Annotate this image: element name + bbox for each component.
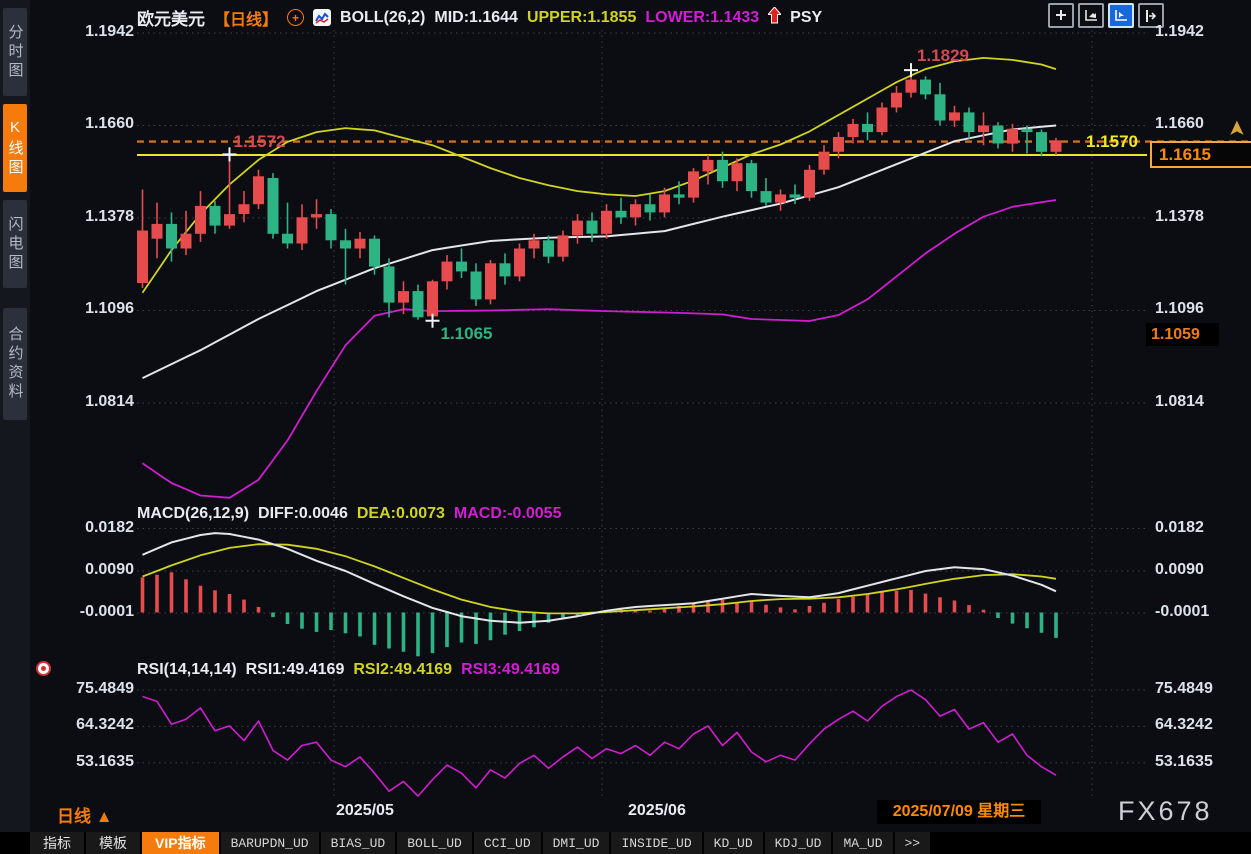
rsi1-value: RSI1:49.4169 (245, 661, 345, 678)
move-crosshair-icon[interactable] (1048, 3, 1074, 28)
indicator-tab-inside-ud[interactable]: INSIDE_UD (611, 832, 704, 854)
indicator-tab-kdj-ud[interactable]: KDJ_UD (764, 832, 834, 854)
price-axis-tick-left: 1.1096 (85, 300, 134, 317)
indicator-tab--[interactable]: 模板 (86, 832, 142, 854)
red-up-arrow-icon (767, 5, 783, 29)
indicator-tab-vip-[interactable]: VIP指标 (142, 832, 221, 854)
macd-dea-value: DEA:0.0073 (356, 505, 445, 522)
rsi-axis-tick-right: 64.3242 (1155, 716, 1213, 733)
period-arrow-icon: ▲ (95, 807, 113, 826)
rsi-axis-tick-right: 53.1635 (1155, 753, 1213, 770)
price-axis-tick-right: 1.0814 (1155, 393, 1204, 410)
axis-scale-icon[interactable] (1078, 3, 1104, 28)
crosshair-date-label: 2025/07/09 星期三 (877, 800, 1041, 824)
rsi-axis-tick-left: 64.3242 (76, 716, 134, 733)
sidebar: 分时图 K线图闪电图合约资料 (0, 0, 30, 854)
rsi2-value: RSI2:49.4169 (353, 661, 453, 678)
price-annotation: 1.1829 (917, 46, 969, 66)
chart-type-icon[interactable] (313, 9, 332, 26)
collapse-right-icon[interactable] (1138, 3, 1164, 28)
price-axis-tick-left: 1.1378 (85, 208, 134, 225)
rsi-axis-tick-left: 75.4849 (76, 680, 134, 697)
symbol-name: 欧元美元 (137, 10, 205, 29)
rsi-header: RSI(14,14,14) RSI1:49.4169 RSI2:49.4169 … (137, 661, 560, 679)
indicator-tab-cci-ud[interactable]: CCI_UD (473, 832, 543, 854)
boll-lower-value: LOWER:1.1433 (645, 8, 760, 26)
axis-pointer-icon[interactable] (1108, 3, 1134, 28)
macd-axis-tick-right: 0.0090 (1155, 561, 1204, 578)
macd-axis-tick-left: 0.0090 (85, 561, 134, 578)
chart-toolbar (1048, 3, 1164, 28)
indicator-tabbar: 指标 模板 VIP指标 BARUPDN_UD BIAS_UD BOLL_UD CCI_UD D… (0, 832, 1251, 854)
macd-macd-value: MACD:-0.0055 (453, 505, 562, 522)
current-price-box: 1.1615 (1150, 141, 1251, 168)
indicator-tab--[interactable]: >> (894, 832, 933, 854)
period-tag[interactable]: 【日线】 (214, 11, 279, 29)
month-axis-label: 2025/05 (336, 802, 394, 819)
sidebar-item-2[interactable]: 闪电图 (3, 200, 27, 288)
macd-axis-tick-left: 0.0182 (85, 519, 134, 536)
period-selector[interactable]: 日线 ▲ (57, 802, 113, 827)
price-axis-tick-left: 1.1942 (85, 23, 134, 40)
indicator-tab-barupdn-ud[interactable]: BARUPDN_UD (220, 832, 321, 854)
period-label: 日线 (57, 807, 91, 826)
indicator-tab--[interactable]: 指标 (30, 832, 86, 854)
sidebar-item-3[interactable]: 合约资料 (3, 308, 27, 420)
month-axis-label: 2025/06 (628, 802, 686, 819)
price-axis-tick-left: 1.0814 (85, 393, 134, 410)
drawing-anchor-icon[interactable] (36, 661, 51, 676)
sidebar-item-1[interactable]: K线图 (3, 104, 27, 192)
price-axis-tick-right: 1.1096 (1155, 300, 1204, 317)
macd-diff-value: DIFF:0.0046 (258, 505, 348, 522)
brand-watermark: FX678 (1118, 796, 1213, 826)
add-overlay-icon[interactable]: + (287, 9, 305, 26)
low-price-box: 1.1059 (1146, 323, 1219, 346)
price-axis-tick-left: 1.1660 (85, 115, 134, 132)
chart-header: 欧元美元 【日线】 + BOLL(26,2) MID:1.1644 UPPER:… (137, 5, 822, 30)
macd-axis-tick-left: -0.0001 (79, 603, 134, 620)
mini-candle-glyph (315, 11, 329, 24)
price-axis-tick-right: 1.1378 (1155, 208, 1204, 225)
rsi-axis-tick-left: 53.1635 (76, 753, 134, 770)
price-annotation: 1.1572 (233, 132, 286, 152)
indicator-tab-bias-ud[interactable]: BIAS_UD (320, 832, 398, 854)
macd-header: MACD(26,12,9) DIFF:0.0046 DEA:0.0073 MAC… (137, 505, 561, 523)
yellow-line-price-label: 1.1570 (1086, 132, 1138, 151)
boll-mid-value: MID:1.1644 (434, 8, 518, 26)
macd-axis-tick-right: 0.0182 (1155, 519, 1204, 536)
price-axis-tick-right: 1.1660 (1155, 115, 1204, 132)
macd-indicator-label[interactable]: MACD(26,12,9) (137, 505, 250, 522)
boll-upper-value: UPPER:1.1855 (526, 8, 637, 26)
indicator-tab-kd-ud[interactable]: KD_UD (703, 832, 765, 854)
sidebar-item-0[interactable]: 分时图 (3, 8, 27, 96)
indicator-tab-boll-ud[interactable]: BOLL_UD (397, 832, 474, 854)
price-annotation: 1.1065 (440, 323, 493, 343)
boll-indicator-label[interactable]: BOLL(26,2) (340, 8, 426, 26)
indicator-tab-ma-ud[interactable]: MA_UD (833, 832, 895, 854)
rsi-indicator-label[interactable]: RSI(14,14,14) (137, 661, 237, 678)
rsi-axis-tick-right: 75.4849 (1155, 680, 1213, 697)
macd-axis-tick-right: -0.0001 (1155, 603, 1210, 620)
indicator-tab-dmi-ud[interactable]: DMI_UD (542, 832, 612, 854)
price-axis-tick-right: 1.1942 (1155, 23, 1204, 40)
psy-indicator-label[interactable]: PSY (790, 8, 823, 26)
rsi3-value: RSI3:49.4169 (461, 661, 560, 678)
